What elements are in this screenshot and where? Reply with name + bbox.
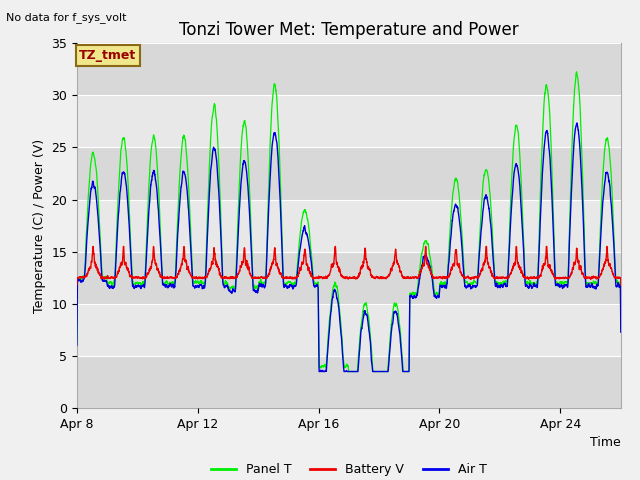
Text: TZ_tmet: TZ_tmet	[79, 49, 136, 62]
Y-axis label: Temperature (C) / Power (V): Temperature (C) / Power (V)	[33, 139, 45, 312]
Bar	[77, 304, 621, 356]
Bar	[77, 252, 621, 304]
Bar	[77, 43, 621, 96]
Legend: Panel T, Battery V, Air T: Panel T, Battery V, Air T	[206, 458, 492, 480]
Bar	[77, 147, 621, 200]
X-axis label: Time: Time	[590, 436, 621, 449]
Text: No data for f_sys_volt: No data for f_sys_volt	[6, 12, 127, 23]
Bar	[77, 356, 621, 408]
Title: Tonzi Tower Met: Temperature and Power: Tonzi Tower Met: Temperature and Power	[179, 21, 518, 39]
Bar	[77, 96, 621, 147]
Bar	[77, 200, 621, 252]
